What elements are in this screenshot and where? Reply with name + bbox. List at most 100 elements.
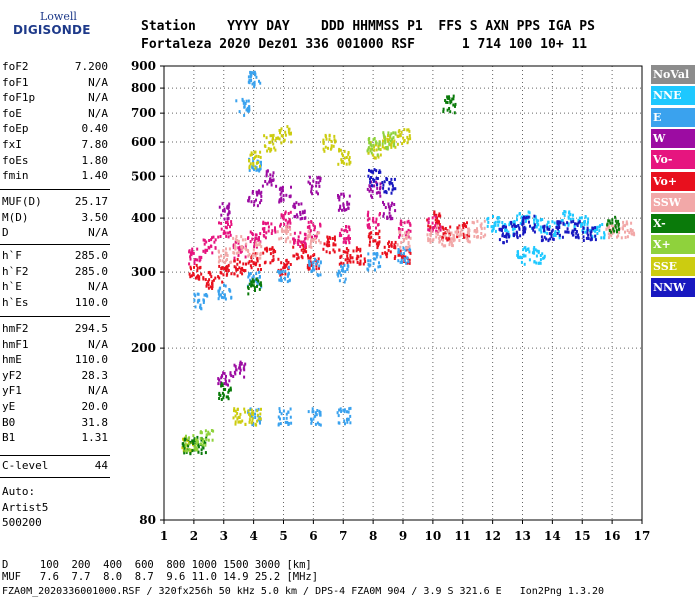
data-point [225, 247, 227, 251]
data-point [366, 149, 369, 153]
data-point [508, 221, 511, 225]
data-point [257, 268, 260, 272]
data-point [249, 272, 252, 275]
data-point [330, 139, 333, 143]
data-point [258, 270, 260, 274]
data-point [397, 248, 400, 251]
data-point [390, 145, 393, 149]
data-point [378, 240, 381, 244]
data-point [382, 186, 385, 190]
data-point [372, 262, 375, 266]
data-point [546, 227, 549, 231]
data-point [393, 177, 396, 181]
data-point [282, 417, 285, 420]
data-point [306, 237, 309, 241]
data-point [369, 149, 372, 153]
data-point [281, 229, 284, 233]
data-point [391, 201, 394, 205]
data-point [225, 395, 228, 399]
data-point [618, 231, 621, 234]
data-point [262, 251, 265, 255]
data-point [227, 235, 230, 239]
data-point [621, 226, 624, 230]
data-point [398, 233, 401, 237]
data-point [245, 242, 248, 246]
data-point [237, 246, 240, 250]
data-point [409, 248, 412, 252]
data-point [281, 272, 284, 276]
data-point [241, 268, 244, 272]
data-point [497, 216, 500, 220]
data-point [484, 233, 487, 237]
data-point [337, 414, 340, 418]
data-point [346, 230, 349, 234]
data-point [532, 228, 535, 232]
data-point [309, 182, 311, 186]
data-point [450, 240, 453, 244]
data-point [295, 213, 298, 217]
data-point [342, 240, 345, 244]
data-point [252, 71, 255, 75]
x-tick-label: 16 [604, 529, 621, 543]
data-point [473, 234, 476, 238]
data-point [347, 248, 350, 252]
data-point [239, 360, 242, 364]
data-point [248, 159, 251, 163]
data-point [280, 134, 283, 138]
data-point [252, 284, 255, 288]
data-point [561, 235, 564, 239]
data-point [559, 221, 562, 225]
data-point [341, 152, 344, 156]
data-point [367, 174, 370, 178]
data-point [407, 241, 410, 244]
data-point [255, 272, 258, 276]
data-point [314, 414, 317, 418]
data-point [347, 417, 350, 421]
data-point [283, 265, 286, 269]
data-point [460, 228, 463, 232]
data-point [543, 224, 546, 228]
data-point [313, 225, 316, 229]
legend-item: X- [651, 214, 695, 234]
data-point [221, 259, 224, 263]
data-point [247, 199, 250, 203]
data-point [543, 229, 546, 233]
data-point [537, 219, 540, 223]
data-point [223, 372, 226, 376]
data-point [279, 131, 281, 135]
data-point [383, 190, 386, 194]
data-point [322, 138, 325, 142]
data-point [302, 251, 305, 254]
data-point [194, 305, 197, 309]
data-point [394, 240, 397, 244]
data-point [297, 243, 300, 246]
data-point [295, 252, 298, 256]
data-point [310, 421, 313, 425]
data-point [373, 137, 376, 140]
data-point [578, 220, 581, 224]
data-point [348, 407, 351, 411]
data-point [181, 446, 184, 450]
data-point [366, 218, 369, 222]
data-point [272, 250, 275, 254]
data-point [259, 242, 262, 246]
data-point [251, 237, 254, 241]
data-point [567, 223, 570, 227]
data-point [192, 439, 195, 443]
data-point [340, 192, 343, 196]
data-point [200, 442, 202, 446]
data-point [540, 230, 543, 234]
y-tick-label: 300 [131, 265, 156, 279]
data-point [217, 292, 220, 296]
data-point [250, 408, 253, 412]
data-point [356, 260, 359, 264]
data-point [223, 283, 225, 287]
data-point [271, 134, 274, 138]
data-point [566, 221, 569, 225]
legend-item: X+ [651, 235, 695, 255]
data-point [272, 142, 275, 146]
data-point [341, 266, 344, 270]
data-point [196, 269, 199, 273]
data-point [250, 280, 253, 284]
data-point [235, 368, 238, 372]
